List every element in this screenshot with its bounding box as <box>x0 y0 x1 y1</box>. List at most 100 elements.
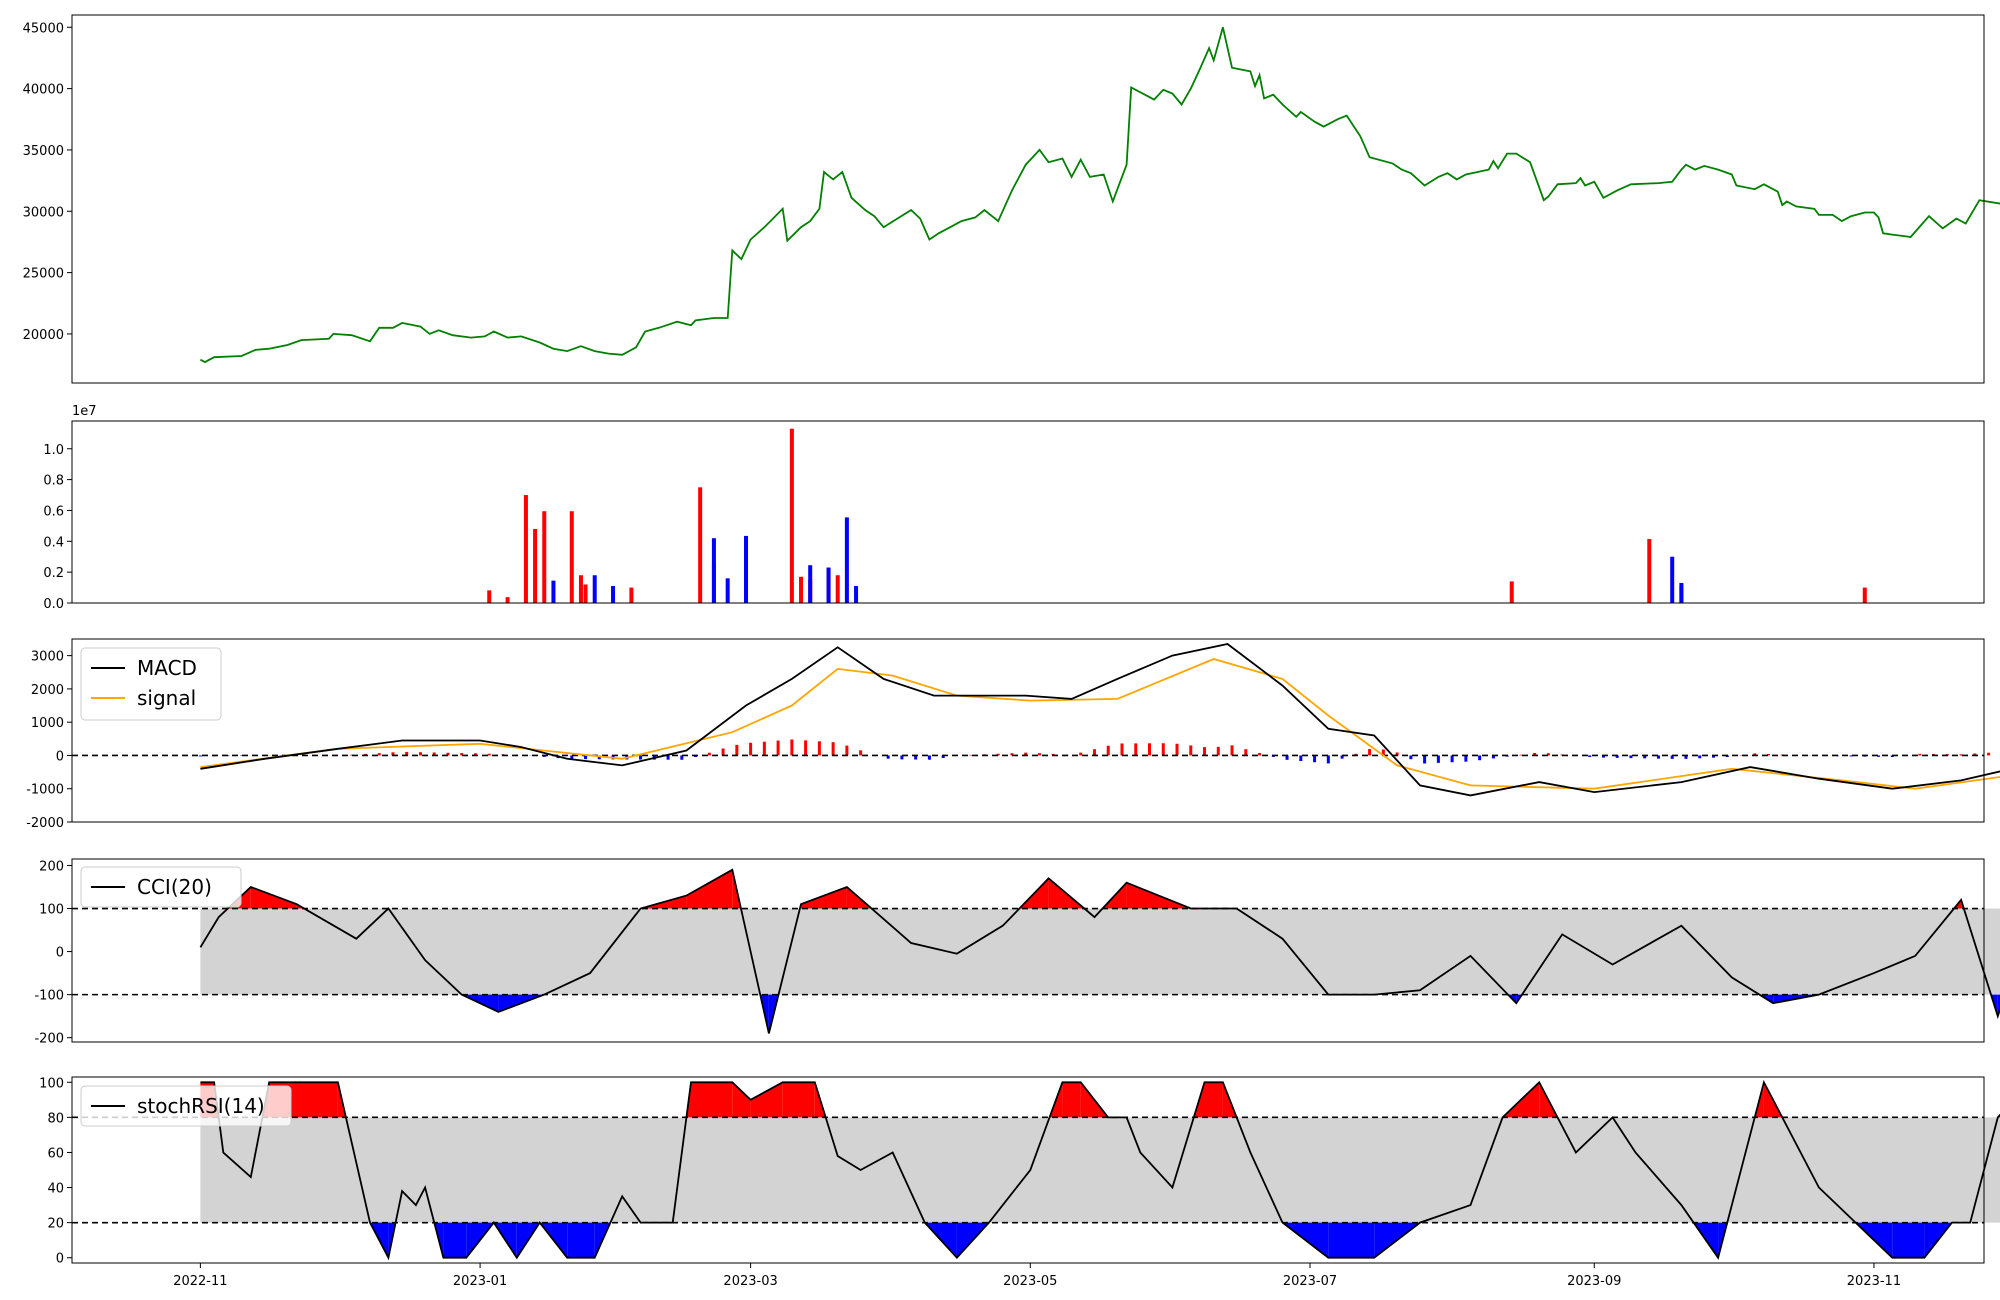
macd-histogram-bar <box>1491 755 1495 759</box>
macd-histogram-bar <box>1533 752 1537 756</box>
macd-histogram-bar <box>969 754 973 756</box>
volume-bar <box>523 495 528 603</box>
macd-panel: -2000 -1000 0 1000 2000 3000 <box>26 638 2000 831</box>
legend-label: CCI(20) <box>137 875 212 899</box>
y-tick-label: 0.6 <box>43 504 64 519</box>
macd-histogram-bar <box>1643 755 1647 759</box>
volume-bar <box>844 517 849 603</box>
macd-histogram-bar <box>597 755 601 760</box>
macd-histogram-bar <box>1464 755 1468 762</box>
y-tick-label: 0.2 <box>43 566 64 581</box>
macd-histogram-bar <box>418 752 422 756</box>
x-tick-label: 2023-11 <box>1847 1274 1901 1289</box>
macd-histogram-bar <box>446 752 450 756</box>
x-tick-label: 2022-11 <box>173 1274 227 1289</box>
stochrsi-overbought-fill <box>287 1082 338 1118</box>
cci-line <box>199 868 2000 1034</box>
cci-overbought-fill <box>801 887 847 909</box>
macd-histogram-bar <box>1092 749 1096 756</box>
macd-histogram-bar <box>996 753 1000 756</box>
macd-histogram-bar <box>707 752 711 756</box>
stochrsi-oversold-fill <box>1892 1222 1925 1258</box>
volume-bar <box>808 565 813 603</box>
macd-histogram-bar <box>900 755 904 760</box>
volume-panel: 0.0 0.2 0.4 0.6 0.8 1.0 1e7 <box>43 404 1985 612</box>
legend-label: signal <box>137 686 196 710</box>
y-tick-label: 40000 <box>23 83 64 98</box>
volume-bar <box>789 428 794 603</box>
y-tick-label: 80 <box>47 1111 64 1126</box>
signal-line <box>200 658 2000 790</box>
volume-bar <box>854 586 859 603</box>
macd-histogram-bar <box>584 755 588 760</box>
volume-bar <box>583 584 588 603</box>
stochrsi-oversold-fill <box>567 1222 595 1258</box>
volume-bar <box>711 538 716 603</box>
macd-histogram-bar <box>1588 755 1592 758</box>
stochrsi-line <box>200 1079 2000 1261</box>
macd-histogram-bar <box>1120 743 1124 756</box>
y-tick-label: 100 <box>39 903 64 918</box>
macd-histogram-bar <box>790 739 794 756</box>
macd-histogram-bar <box>914 755 918 760</box>
stochrsi-overbought-fill <box>1204 1082 1223 1118</box>
volume-bar <box>826 567 831 603</box>
macd-histogram-bar <box>1670 755 1674 759</box>
cci-overbought-fill <box>686 869 733 909</box>
y-tick-label: 3000 <box>31 650 64 665</box>
macd-histogram-bar <box>886 755 890 759</box>
macd-histogram-bar <box>1299 755 1303 762</box>
macd-line <box>200 643 2000 797</box>
stochrsi-overbought-fill <box>691 1082 733 1118</box>
y-tick-label: 0 <box>56 1252 64 1267</box>
volume-bar <box>611 586 616 603</box>
macd-histogram-bar <box>1423 755 1427 764</box>
volume-bar <box>744 535 749 603</box>
macd-histogram-bar <box>804 740 808 756</box>
macd-histogram-bar <box>1148 743 1152 756</box>
x-axis: 2022-11 2023-01 2023-03 2023-05 2023-07 2023-… <box>173 1263 1901 1289</box>
neutral-band <box>200 1117 2000 1223</box>
x-tick-label: 2023-09 <box>1567 1274 1621 1289</box>
volume-bar <box>1647 538 1652 603</box>
volume-bar <box>835 575 840 603</box>
macd-histogram-bar <box>1987 752 1991 756</box>
macd-histogram-bar <box>817 741 821 756</box>
macd-histogram-bar <box>473 753 477 756</box>
macd-histogram-bar <box>1189 745 1193 756</box>
macd-histogram-bar <box>680 755 684 760</box>
macd-histogram-bar <box>1684 755 1688 759</box>
stochrsi-oversold-fill <box>1328 1222 1375 1258</box>
macd-histogram-bar <box>1258 753 1262 756</box>
cci-panel: -200 -100 0 100 200 <box>34 858 2000 1047</box>
volume-bar <box>1509 581 1514 603</box>
macd-histogram-bar <box>721 748 725 756</box>
plot-frame <box>71 638 1985 823</box>
macd-histogram-bar <box>1436 755 1440 763</box>
macd-histogram-bar <box>198 755 202 757</box>
cci-overbought-fill <box>250 887 297 909</box>
x-tick-label: 2023-03 <box>723 1274 777 1289</box>
macd-histogram-bar <box>1973 753 1977 756</box>
macd-histogram-bar <box>1766 753 1770 756</box>
macd-histogram-bar <box>1698 755 1702 759</box>
y-tick-label: 60 <box>47 1146 64 1161</box>
macd-histogram-bar <box>1175 743 1179 756</box>
macd-histogram-bar <box>460 753 464 756</box>
macd-histogram-bar <box>1230 745 1234 756</box>
x-tick-label: 2023-07 <box>1283 1274 1337 1289</box>
macd-histogram-bar <box>1313 755 1317 763</box>
macd-histogram-bar <box>749 742 753 756</box>
volume-bar <box>569 511 574 603</box>
macd-histogram-bar <box>1959 754 1963 756</box>
volume-bar <box>487 590 492 603</box>
macd-histogram-bar <box>1340 755 1344 759</box>
macd-histogram-bar <box>1601 755 1605 758</box>
macd-histogram-bar <box>1203 747 1207 756</box>
macd-histogram-bar <box>1106 745 1110 756</box>
y-tick-label: -200 <box>34 1032 64 1047</box>
macd-histogram-bar <box>1519 754 1523 756</box>
macd-histogram-bar <box>377 753 381 756</box>
macd-histogram-bar <box>1161 743 1165 756</box>
